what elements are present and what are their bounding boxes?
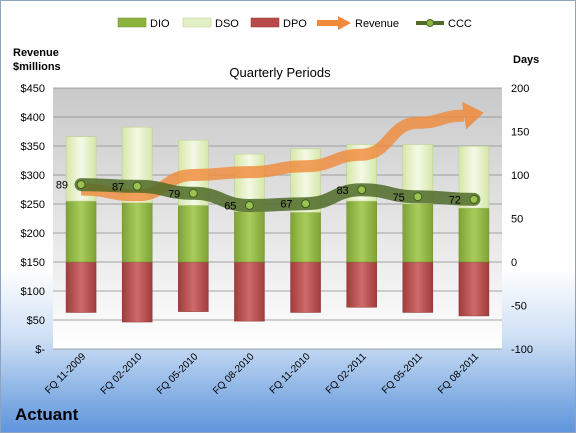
x-tick-label: FQ 11-2009	[43, 351, 88, 396]
dio-bar	[402, 203, 434, 263]
ccc-data-label: 75	[393, 192, 405, 204]
dio-bar	[346, 200, 377, 263]
ccc-marker	[188, 188, 198, 198]
x-tick-label: FQ 05-2011	[380, 351, 425, 396]
right-tick-label: 150	[511, 127, 529, 139]
legend-label-dio: DIO	[150, 18, 170, 30]
legend: DIO DSO DPO Revenue CCC	[117, 16, 472, 30]
ccc-data-label: 87	[112, 181, 124, 193]
legend-item-revenue: Revenue	[317, 16, 399, 30]
left-tick-label: $100	[21, 286, 45, 298]
ccc-marker	[413, 192, 423, 202]
legend-swatch-dio	[117, 17, 147, 28]
x-tick-label: FQ 02-2010	[99, 351, 145, 397]
left-tick-label: $450	[21, 83, 45, 95]
revenue-arrowhead	[461, 101, 484, 130]
ccc-data-label: 79	[168, 188, 180, 200]
right-axis-title: Days	[513, 54, 539, 66]
dpo-bar	[458, 261, 490, 317]
right-tick-label: 0	[511, 257, 517, 269]
legend-item-dio: DIO	[117, 17, 170, 30]
chart-title: Quarterly Periods	[229, 65, 331, 80]
ccc-data-label: 89	[56, 180, 68, 192]
legend-item-ccc: CCC	[416, 18, 472, 30]
dpo-bar	[234, 261, 265, 322]
x-tick-label: FQ 05-2010	[155, 351, 201, 397]
legend-item-dpo: DPO	[250, 17, 307, 30]
left-tick-label: $50	[27, 315, 45, 327]
left-tick-label: $350	[21, 141, 45, 153]
revenue-line	[80, 109, 465, 202]
ccc-data-label: 72	[449, 194, 461, 206]
legend-swatch-dpo	[250, 17, 280, 28]
legend-item-dso: DSO	[182, 17, 239, 30]
ccc-marker	[132, 181, 142, 191]
right-axis: -100 -50 0 50 100 150 200	[511, 83, 533, 356]
dpo-bar	[346, 261, 377, 308]
ccc-series: 89 87 79 65 67 83 75 72	[56, 178, 481, 212]
ccc-marker	[244, 200, 254, 210]
dio-bar	[234, 211, 265, 263]
legend-label-dpo: DPO	[283, 18, 307, 30]
right-tick-label: 200	[511, 83, 529, 95]
left-tick-label: $150	[21, 257, 45, 269]
right-tick-label: 50	[511, 214, 523, 226]
plot-area	[53, 88, 502, 349]
ccc-marker	[469, 194, 479, 204]
left-axis: $- $50 $100 $150 $200 $250 $300 $350 $400 $450	[21, 83, 46, 356]
ccc-data-label: 83	[336, 185, 348, 197]
right-tick-label: -50	[511, 301, 527, 313]
dpo-bar	[65, 261, 97, 313]
legend-swatch-dso	[182, 17, 212, 28]
dpo-bar	[290, 261, 321, 313]
left-axis-title-line1: Revenue	[13, 47, 59, 59]
left-tick-label: $200	[21, 228, 45, 240]
left-tick-label: $-	[35, 344, 45, 356]
ccc-data-label: 67	[280, 199, 292, 211]
right-tick-label: 100	[511, 170, 529, 182]
legend-label-revenue: Revenue	[355, 18, 399, 30]
dpo-bar	[121, 261, 153, 323]
ccc-marker	[357, 185, 367, 195]
dpo-bar	[402, 261, 434, 313]
x-tick-label: FQ 08-2010	[211, 351, 257, 397]
right-tick-label: -100	[511, 344, 533, 356]
legend-arrowhead-revenue	[338, 16, 351, 30]
legend-marker-ccc	[426, 19, 434, 27]
revenue-series	[80, 101, 484, 202]
ccc-marker	[76, 180, 86, 190]
legend-label-dso: DSO	[215, 18, 239, 30]
company-name: Actuant	[15, 405, 79, 424]
left-tick-label: $250	[21, 199, 45, 211]
x-tick-label: FQ 11-2010	[268, 351, 313, 396]
ccc-marker	[301, 199, 311, 209]
dio-bar	[178, 205, 209, 263]
dpo-bar	[178, 261, 209, 312]
left-tick-label: $300	[21, 170, 45, 182]
x-tick-label: FQ 08-2011	[436, 351, 481, 396]
left-tick-label: $400	[21, 112, 45, 124]
left-axis-title-line2: $millions	[13, 61, 61, 73]
dio-bar	[290, 212, 321, 263]
legend-label-ccc: CCC	[448, 18, 472, 30]
x-tick-label: FQ 02-2011	[324, 351, 369, 396]
x-axis: FQ 11-2009 FQ 02-2010 FQ 05-2010 FQ 08-2010…	[43, 351, 481, 397]
dio-bar	[458, 207, 490, 263]
ccc-data-label: 65	[224, 200, 236, 212]
dio-bar	[121, 202, 153, 263]
ccc-line	[74, 178, 481, 212]
dio-bar	[65, 200, 97, 263]
